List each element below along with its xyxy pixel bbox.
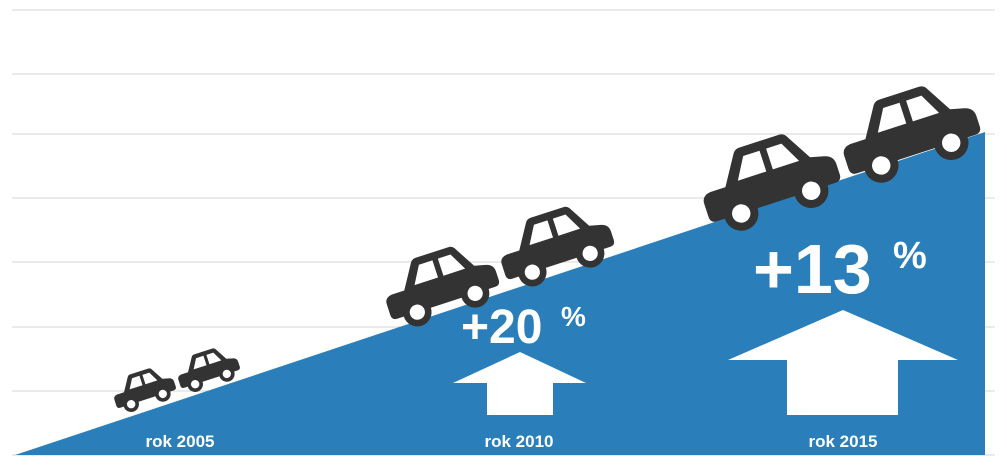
year-label: rok 2015: [809, 432, 878, 451]
year-label: rok 2005: [146, 432, 215, 451]
change-value: +20: [461, 301, 542, 354]
change-unit: %: [561, 301, 586, 332]
year-label: rok 2010: [485, 432, 554, 451]
up-arrow: [453, 352, 586, 415]
up-arrow: [728, 310, 958, 415]
change-value: +13: [753, 230, 872, 308]
change-unit: %: [893, 235, 927, 277]
